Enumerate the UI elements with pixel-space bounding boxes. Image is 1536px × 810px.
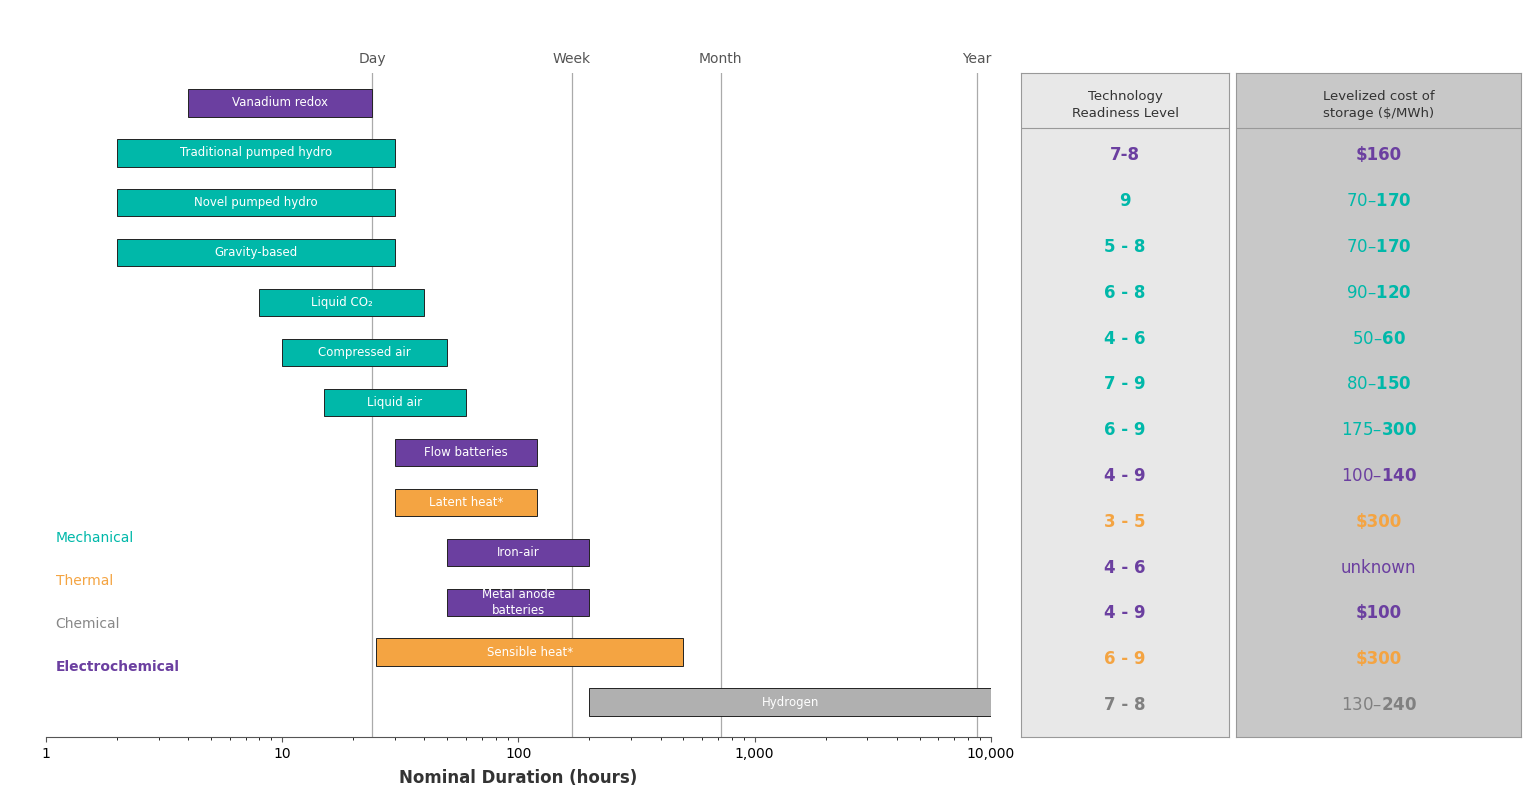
Text: 6 - 9: 6 - 9 [1104,421,1146,439]
Text: Metal anode
batteries: Metal anode batteries [482,588,554,616]
Text: Sensible heat*: Sensible heat* [487,646,573,659]
Text: Technology
Readiness Level: Technology Readiness Level [1072,90,1178,120]
Bar [117,189,395,216]
Text: Vanadium redox: Vanadium redox [232,96,329,109]
Text: Year: Year [963,53,992,66]
Text: $300: $300 [1355,513,1402,531]
Text: Thermal: Thermal [55,574,112,588]
Bar [395,439,538,467]
Text: 7-8: 7-8 [1111,147,1140,164]
Text: Week: Week [553,53,591,66]
Text: Levelized cost of
storage ($/MWh): Levelized cost of storage ($/MWh) [1322,90,1435,120]
Text: $70 – $170: $70 – $170 [1346,238,1412,256]
Bar [590,688,991,716]
Bar [117,139,395,167]
Text: Mechanical: Mechanical [55,531,134,545]
Text: 4 - 9: 4 - 9 [1104,467,1146,485]
Text: $100 – $140: $100 – $140 [1341,467,1416,485]
Text: $90 – $120: $90 – $120 [1346,284,1412,302]
Bar [260,289,424,317]
Text: Traditional pumped hydro: Traditional pumped hydro [180,147,332,160]
Text: Iron-air: Iron-air [498,546,539,559]
Text: unknown: unknown [1341,559,1416,577]
Text: 9: 9 [1120,192,1130,210]
Text: 7 - 9: 7 - 9 [1104,375,1146,394]
Text: Liquid CO₂: Liquid CO₂ [310,296,373,309]
Bar [395,488,538,516]
Bar [324,389,465,416]
Bar [117,239,395,266]
Text: Chemical: Chemical [55,617,120,631]
Bar [189,89,372,117]
Text: Novel pumped hydro: Novel pumped hydro [194,196,318,209]
X-axis label: Nominal Duration (hours): Nominal Duration (hours) [399,770,637,787]
Text: Hydrogen: Hydrogen [762,696,819,709]
Text: $300: $300 [1355,650,1402,668]
Bar [376,638,684,666]
Text: Electrochemical: Electrochemical [55,660,180,675]
Text: $130 – $240: $130 – $240 [1341,696,1416,714]
Bar [447,589,590,616]
Text: 3 - 5: 3 - 5 [1104,513,1146,531]
Text: $70 – $170: $70 – $170 [1346,192,1412,210]
Text: $80 – $150: $80 – $150 [1346,375,1412,394]
Text: 7 - 8: 7 - 8 [1104,696,1146,714]
Text: Day: Day [358,53,386,66]
Text: 4 - 6: 4 - 6 [1104,330,1146,347]
Text: Liquid air: Liquid air [367,396,422,409]
Bar [447,539,590,566]
Bar [283,339,447,366]
Text: 4 - 6: 4 - 6 [1104,559,1146,577]
Text: Compressed air: Compressed air [318,346,412,359]
Text: 4 - 9: 4 - 9 [1104,604,1146,622]
Text: Month: Month [699,53,742,66]
Text: Flow batteries: Flow batteries [424,446,508,459]
Text: 5 - 8: 5 - 8 [1104,238,1146,256]
Text: Latent heat*: Latent heat* [429,496,504,509]
Text: 6 - 9: 6 - 9 [1104,650,1146,668]
Text: $100: $100 [1355,604,1402,622]
Text: $175 – $300: $175 – $300 [1341,421,1416,439]
Text: $160: $160 [1355,147,1402,164]
Text: Gravity-based: Gravity-based [215,246,298,259]
Text: 6 - 8: 6 - 8 [1104,284,1146,302]
Text: $50 – $60: $50 – $60 [1352,330,1405,347]
